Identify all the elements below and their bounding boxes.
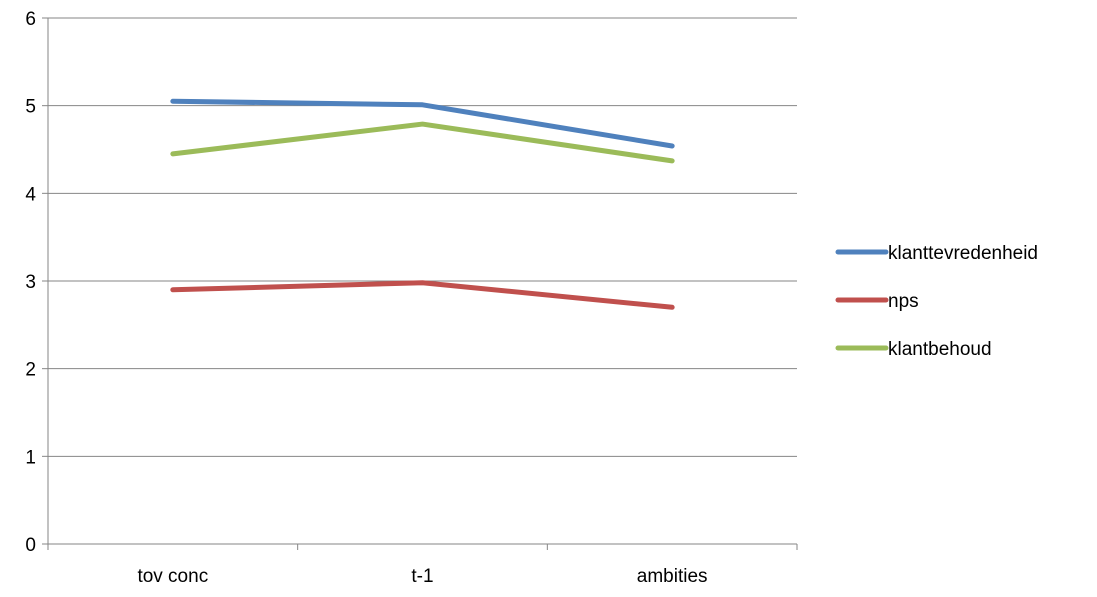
series-line-nps xyxy=(173,283,672,308)
y-tick-label: 6 xyxy=(25,9,36,30)
legend-label-klanttevredenheid: klanttevredenheid xyxy=(888,243,1038,264)
y-tick-label: 3 xyxy=(25,272,36,293)
y-tick-label: 1 xyxy=(25,447,36,468)
grid-layer xyxy=(48,18,797,456)
y-tick-label: 0 xyxy=(25,535,36,556)
series-line-klantbehoud xyxy=(173,124,672,161)
x-tick-label: tov conc xyxy=(137,566,208,587)
legend-label-klantbehoud: klantbehoud xyxy=(888,339,992,360)
axis-layer: 0 1 2 3 4 5 6 tov conc t-1 ambities xyxy=(25,9,797,587)
x-tick-label: ambities xyxy=(637,566,708,587)
legend-label-nps: nps xyxy=(888,291,919,312)
y-tick-label: 4 xyxy=(25,184,36,205)
x-tick-label: t-1 xyxy=(411,566,433,587)
series-layer xyxy=(173,101,673,307)
legend: klanttevredenheid nps klantbehoud xyxy=(838,243,1038,360)
y-tick-label: 2 xyxy=(25,360,36,381)
y-tick-label: 5 xyxy=(25,97,36,118)
